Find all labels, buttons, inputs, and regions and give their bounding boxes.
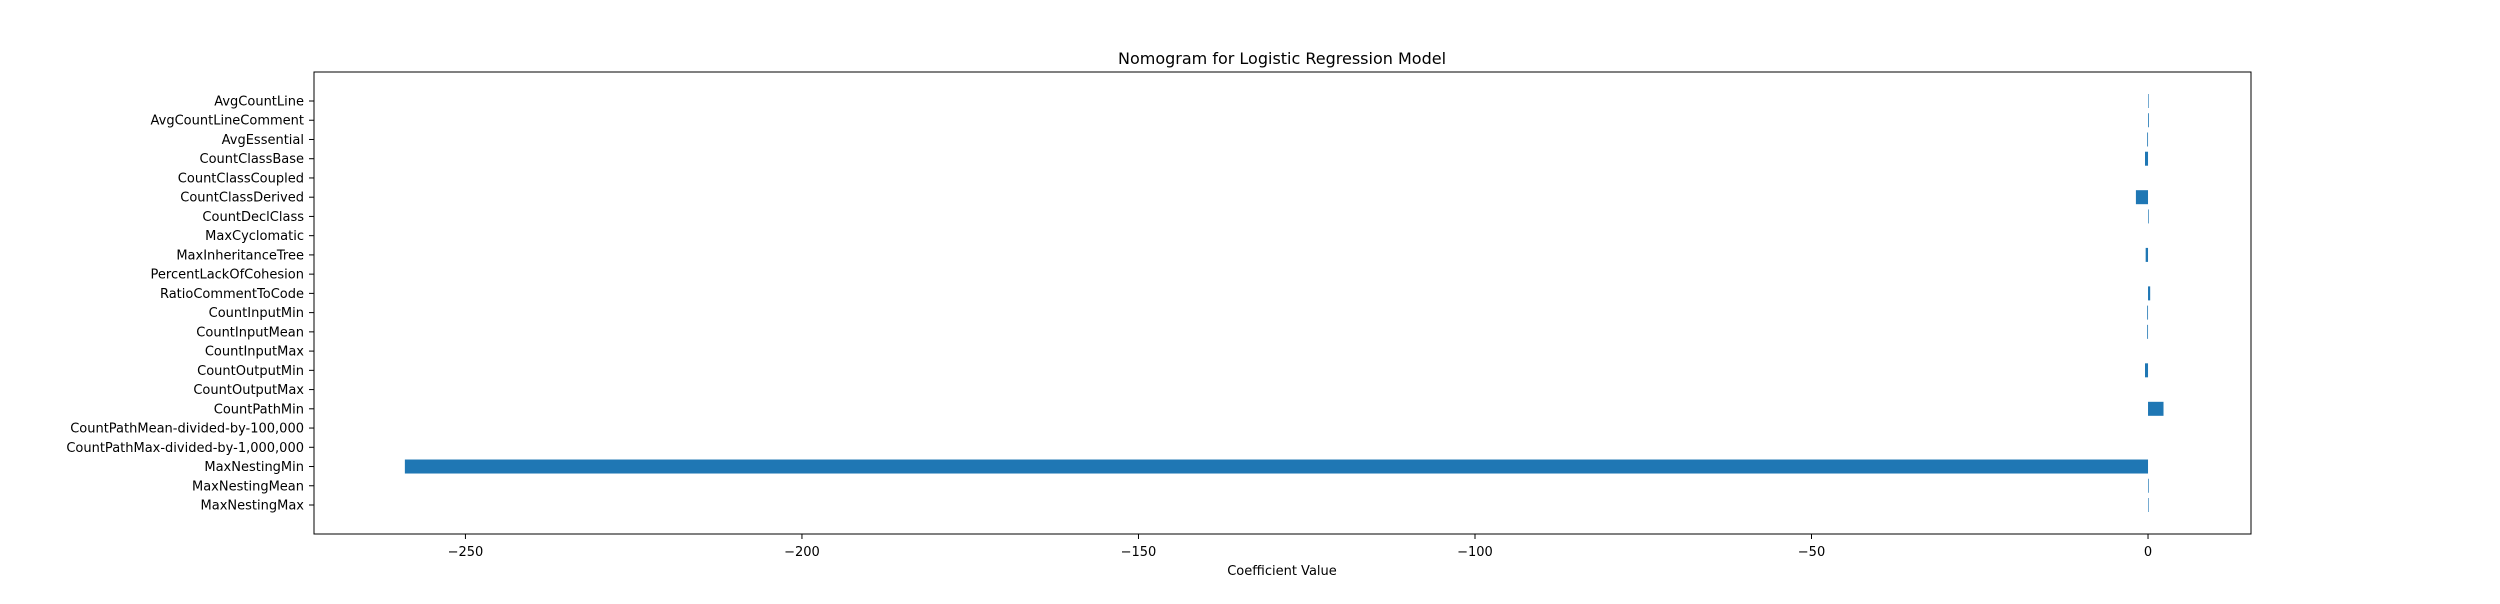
y-tick-label: CountClassBase (200, 152, 304, 167)
x-axis-label: Coefficient Value (1227, 564, 1337, 579)
bar (2147, 132, 2149, 147)
y-tick-label: CountClassCoupled (178, 171, 304, 186)
bar (404, 459, 2149, 474)
bar (2147, 324, 2149, 339)
y-tick-label: AvgCountLine (214, 95, 304, 110)
x-tick-label: −150 (1121, 545, 1157, 560)
bar (2135, 190, 2149, 205)
y-ticks: AvgCountLine AvgCountLineComment AvgEssent… (66, 95, 314, 514)
y-tick-label: CountOutputMin (197, 364, 304, 379)
y-tick-label: AvgEssential (222, 133, 304, 148)
x-tick-label: −250 (448, 545, 484, 560)
bar (2148, 498, 2149, 512)
bar (2148, 401, 2164, 416)
y-tick-label: AvgCountLineComment (151, 114, 304, 129)
bars-layer (404, 94, 2164, 512)
y-tick-label: CountClassDerived (180, 191, 304, 206)
y-tick-label: CountDeclClass (202, 210, 304, 225)
y-tick-label: PercentLackOfCohesion (151, 268, 304, 283)
y-tick-label: CountPathMean-divided-by-100,000 (70, 422, 304, 437)
chart-title: Nomogram for Logistic Regression Model (1118, 49, 1446, 68)
x-tick-label: −200 (784, 545, 820, 560)
bar (2148, 94, 2149, 108)
y-tick-label: CountInputMin (209, 306, 304, 321)
plot-frame (313, 71, 2252, 535)
bar (2148, 286, 2151, 301)
y-tick-label: MaxInheritanceTree (176, 248, 304, 263)
bar (2147, 305, 2149, 320)
y-tick-label: CountPathMax-divided-by-1,000,000 (66, 441, 304, 456)
x-ticks: −250 −200 −150 −100 −50 0 (448, 534, 2152, 560)
y-tick-label: MaxNestingMin (204, 460, 304, 475)
y-tick-label: RatioCommentToCode (160, 287, 304, 302)
y-tick-label: CountPathMin (214, 402, 304, 417)
bar (2145, 151, 2149, 166)
bar (2145, 363, 2149, 378)
x-tick-label: 0 (2144, 545, 2152, 560)
x-tick-label: −50 (1798, 545, 1825, 560)
x-tick-label: −100 (1457, 545, 1493, 560)
y-tick-label: CountInputMean (196, 325, 304, 340)
y-tick-label: CountOutputMax (193, 383, 304, 398)
y-tick-label: MaxNestingMean (192, 479, 304, 494)
y-tick-label: CountInputMax (205, 345, 304, 360)
y-tick-label: MaxNestingMax (201, 499, 305, 514)
y-tick-label: MaxCyclomatic (205, 229, 304, 244)
bar (2148, 209, 2149, 224)
bar (2145, 247, 2149, 262)
bar (2148, 113, 2149, 128)
bar (2148, 478, 2149, 493)
